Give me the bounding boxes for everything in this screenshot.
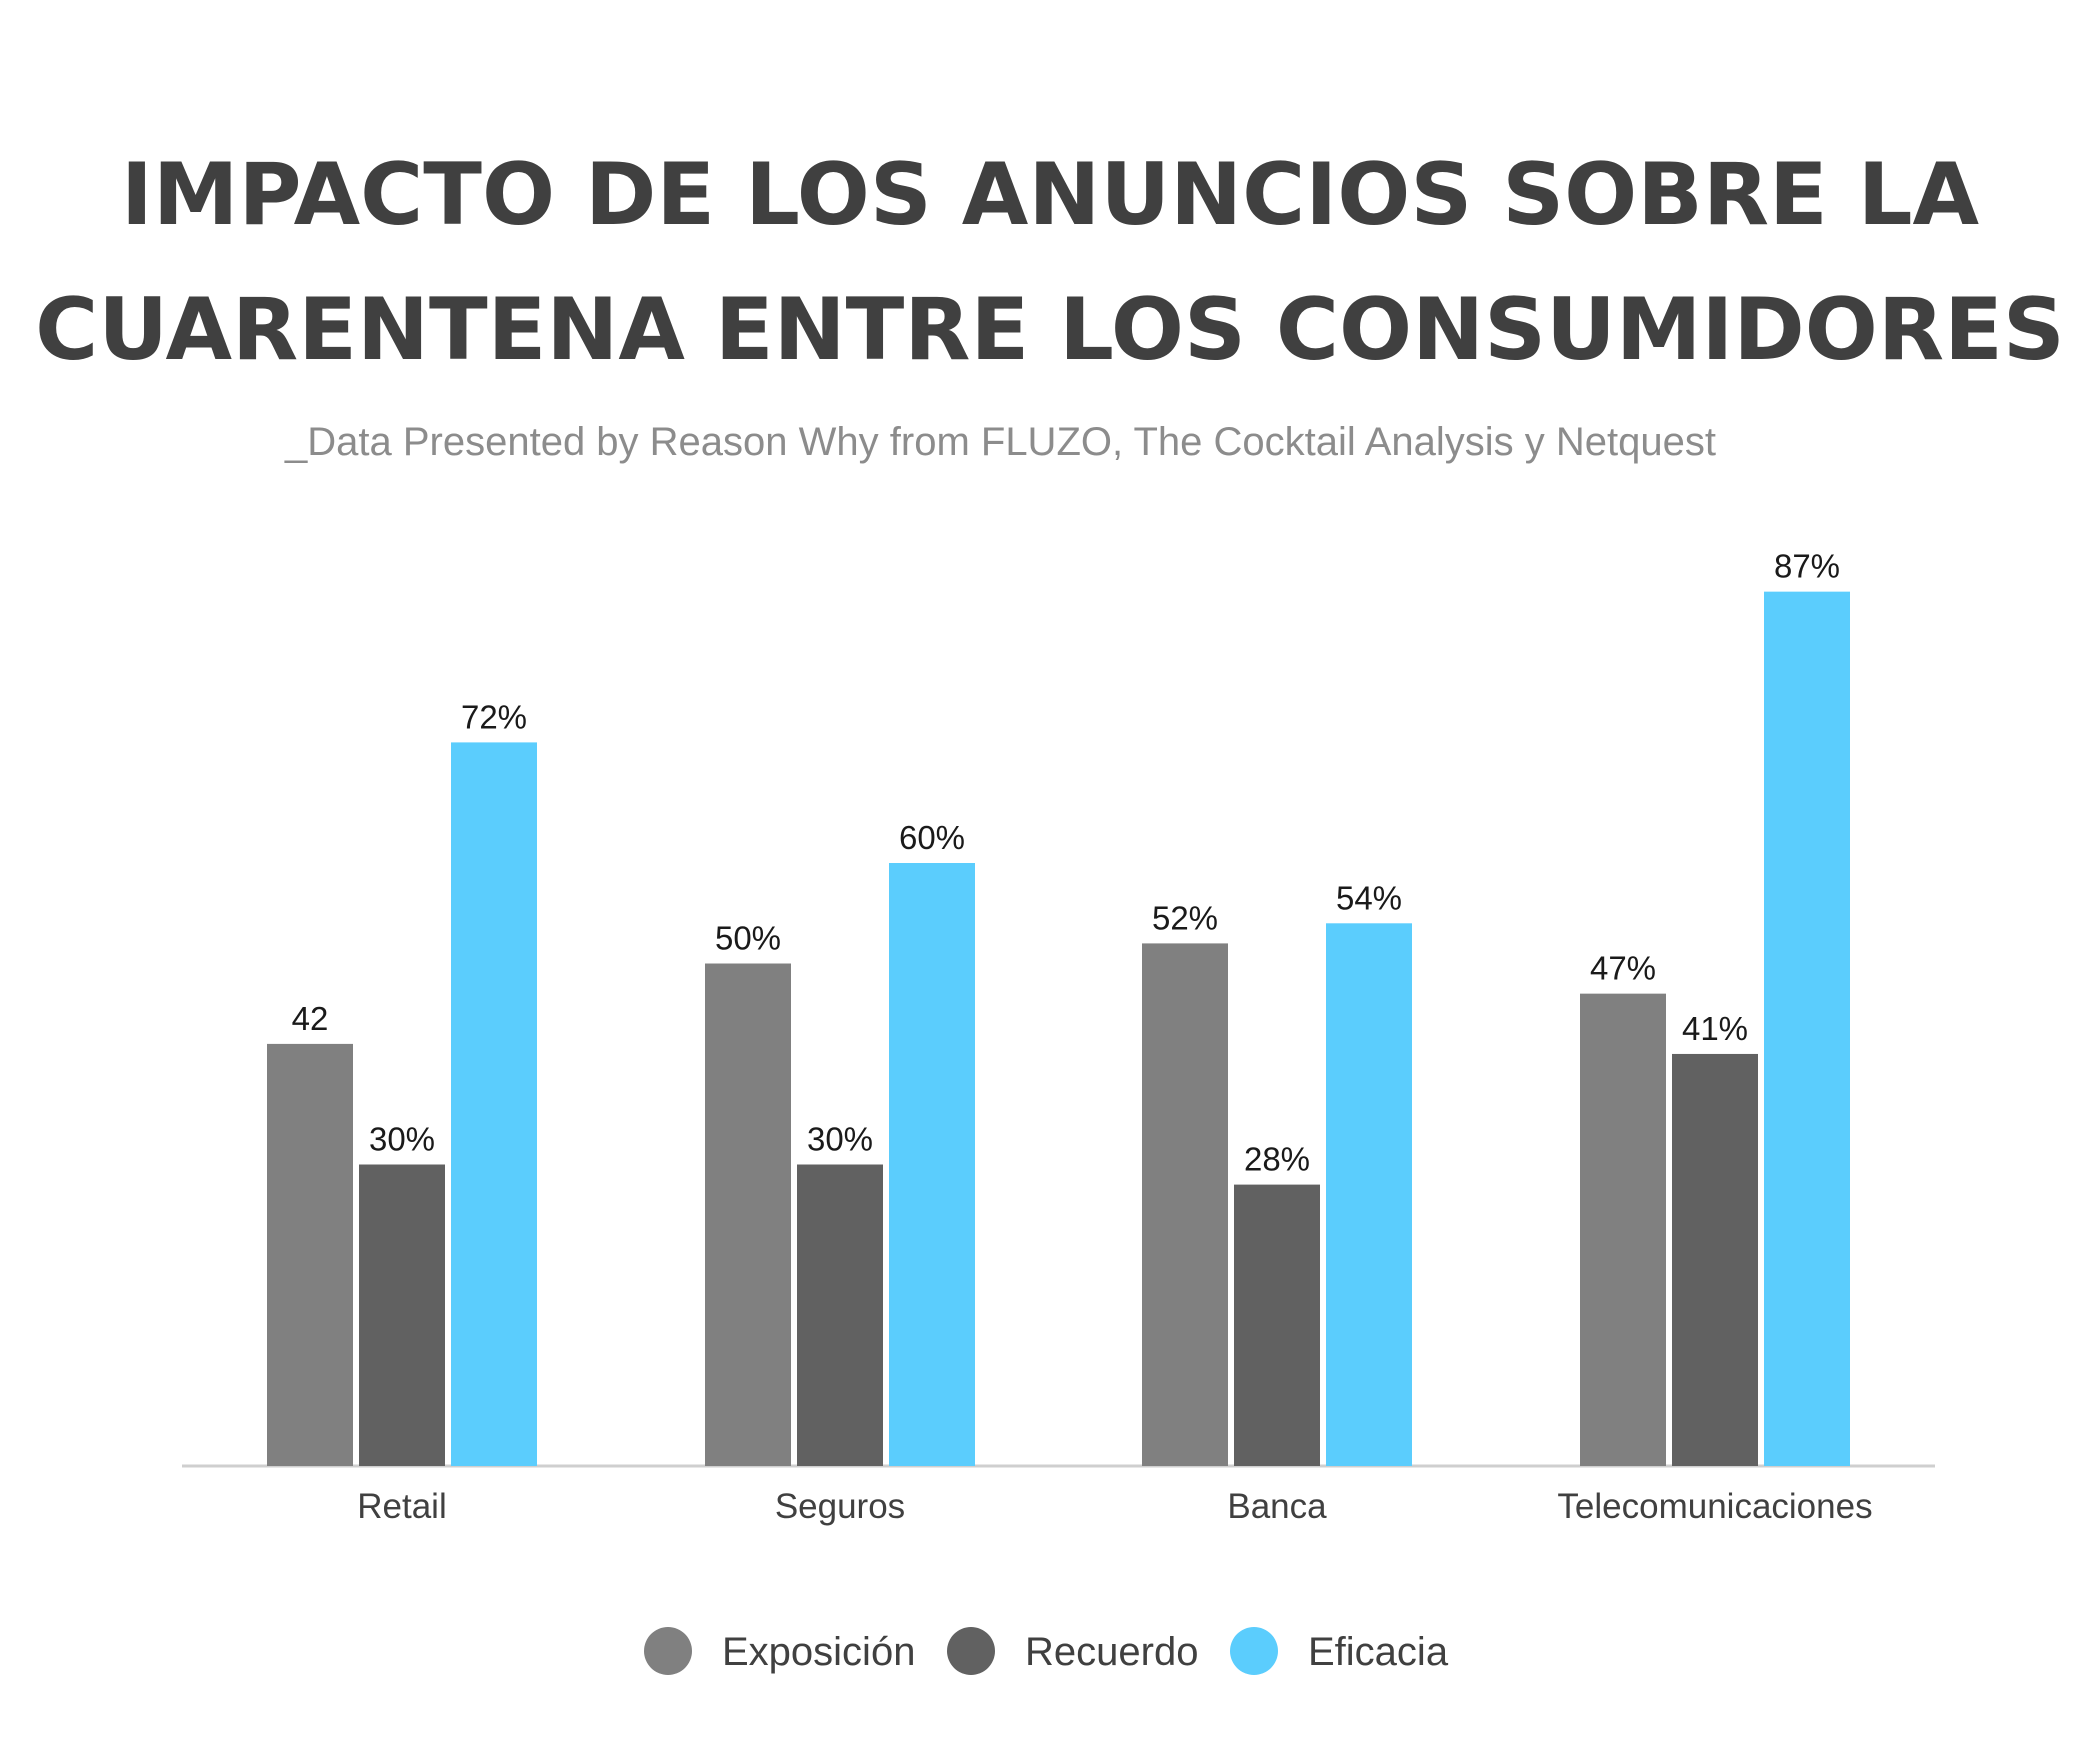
chart-title-line-1: IMPACTO DE LOS ANUNCIOS SOBRE LA	[120, 145, 1980, 245]
data-label: 60%	[899, 819, 965, 856]
chart-title: IMPACTO DE LOS ANUNCIOS SOBRE LA CUARENT…	[0, 128, 2100, 398]
legend-label: Eficacia	[1308, 1630, 1449, 1674]
data-label: 54%	[1336, 879, 1402, 916]
data-label: 28%	[1244, 1141, 1310, 1178]
data-label: 50%	[715, 920, 781, 957]
bar-banca-exposicion	[1142, 943, 1228, 1466]
legend-swatch	[1230, 1627, 1278, 1675]
bar-telecomunicaciones-exposicion	[1580, 993, 1666, 1466]
x-tick-label: Retail	[357, 1487, 446, 1526]
bar-seguros-recuerdo	[797, 1164, 883, 1466]
data-label: 42	[292, 1000, 329, 1037]
x-tick-label: Seguros	[775, 1487, 905, 1526]
data-label: 30%	[369, 1121, 435, 1158]
data-label: 87%	[1774, 548, 1840, 585]
legend-swatch	[644, 1627, 692, 1675]
x-tick-label: Banca	[1227, 1487, 1327, 1526]
data-label: 47%	[1590, 950, 1656, 987]
data-label: 30%	[807, 1121, 873, 1158]
bar-retail-exposicion	[267, 1043, 353, 1466]
data-label: 41%	[1682, 1010, 1748, 1047]
legend-swatch	[947, 1627, 995, 1675]
legend-label: Exposición	[722, 1630, 915, 1674]
bar-telecomunicaciones-eficacia	[1764, 591, 1850, 1466]
bar-banca-eficacia	[1326, 923, 1412, 1466]
chart-title-line-2: CUARENTENA ENTRE LOS CONSUMIDORES	[35, 280, 2065, 380]
x-tick-label: Telecomunicaciones	[1557, 1487, 1872, 1526]
data-label: 72%	[461, 698, 527, 735]
bar-seguros-eficacia	[889, 863, 975, 1466]
legend-label: Recuerdo	[1025, 1630, 1198, 1674]
bar-retail-eficacia	[451, 742, 537, 1466]
bar-banca-recuerdo	[1234, 1184, 1320, 1466]
bar-seguros-exposicion	[705, 963, 791, 1466]
data-label: 52%	[1152, 899, 1218, 936]
bar-retail-recuerdo	[359, 1164, 445, 1466]
bar-telecomunicaciones-recuerdo	[1672, 1053, 1758, 1466]
chart-subtitle: _Data Presented by Reason Why from FLUZO…	[285, 420, 1716, 464]
